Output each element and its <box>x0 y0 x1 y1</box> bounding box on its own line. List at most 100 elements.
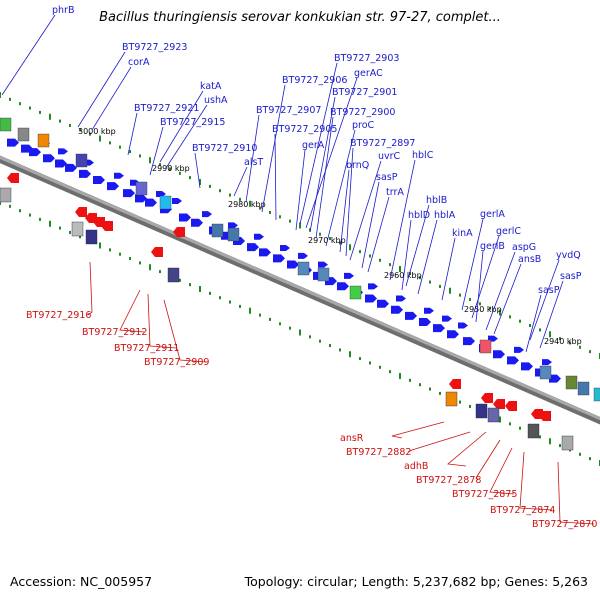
forward-label: gerA <box>302 140 325 151</box>
lower-tick <box>559 444 561 448</box>
forward-arrow <box>365 294 377 303</box>
upper-tick <box>29 106 31 110</box>
forward-label: BT9727_2903 <box>334 53 399 64</box>
feature-block <box>227 227 240 242</box>
upper-tick <box>299 222 301 229</box>
forward-arrow <box>337 282 349 291</box>
upper-tick <box>199 179 201 185</box>
reverse-label: BT9727_2874 <box>490 505 555 516</box>
forward-label: hblB <box>426 195 447 206</box>
upper-tick <box>159 163 161 167</box>
lower-tick <box>289 326 291 330</box>
summary-text: Topology: circular; Length: 5,237,682 bp… <box>244 574 588 589</box>
upper-tick <box>499 309 501 316</box>
feature-block <box>561 435 574 451</box>
feature-block <box>211 223 224 238</box>
upper-tick <box>279 215 281 219</box>
accession-text: Accession: NC_005957 <box>10 574 153 589</box>
forward-leader <box>471 235 500 319</box>
feature-block <box>37 133 50 148</box>
lower-tick <box>159 270 161 274</box>
forward-leader <box>405 204 430 287</box>
feature-block <box>527 423 540 439</box>
feature-block <box>593 387 600 402</box>
forward-label: sasP <box>376 172 398 183</box>
lower-tick <box>279 322 281 326</box>
upper-tick <box>339 241 341 245</box>
reverse-arrow <box>481 393 493 403</box>
forward-arrow <box>442 315 452 322</box>
forward-arrow <box>433 324 445 333</box>
lower-tick <box>39 217 41 221</box>
forward-label: BT9727_2901 <box>332 87 397 98</box>
forward-arrow <box>447 330 459 339</box>
forward-arrow <box>172 198 182 204</box>
upper-tick <box>149 157 151 164</box>
lower-tick <box>99 242 101 249</box>
forward-label: gerAC <box>354 68 383 79</box>
lower-tick <box>499 416 501 423</box>
forward-leader <box>299 62 338 225</box>
upper-tick <box>0 92 1 98</box>
lower-tick <box>139 261 141 265</box>
lower-tick <box>459 400 461 404</box>
reverse-arrow <box>173 227 185 237</box>
feature-block <box>159 195 172 210</box>
forward-arrow <box>107 182 119 191</box>
lower-tick <box>269 317 271 321</box>
feature-block <box>297 261 310 276</box>
lower-tick <box>539 435 541 439</box>
reverse-arrow <box>7 173 19 183</box>
lower-tick <box>419 383 421 387</box>
forward-arrow <box>7 138 19 147</box>
lower-tick <box>309 335 311 339</box>
forward-arrow <box>135 194 147 203</box>
lower-tick <box>9 204 11 208</box>
feature-block <box>565 375 578 390</box>
feature-block <box>135 181 148 196</box>
forward-label: sasP <box>560 271 582 282</box>
upper-tick <box>399 266 401 272</box>
forward-arrow <box>507 356 519 365</box>
forward-arrow <box>79 169 91 178</box>
lower-tick <box>369 361 371 365</box>
lower-tick <box>149 264 151 271</box>
forward-arrow <box>29 148 41 157</box>
lower-tick <box>409 378 411 382</box>
forward-label: yvdQ <box>556 250 581 261</box>
upper-tick <box>459 293 461 297</box>
upper-tick <box>249 200 251 207</box>
feature-block <box>317 267 330 282</box>
upper-tick <box>429 280 431 284</box>
forward-label: BT9727_2907 <box>256 105 321 116</box>
reverse-label: BT9727_2882 <box>346 447 411 458</box>
forward-leader <box>233 166 248 197</box>
lower-tick <box>399 373 401 379</box>
lower-tick <box>69 230 71 234</box>
forward-label: BT9727_2897 <box>350 138 415 149</box>
forward-leader <box>309 96 336 233</box>
forward-arrow <box>228 222 238 229</box>
backbone-highlight <box>0 155 600 421</box>
forward-label: proC <box>352 120 375 131</box>
upper-tick <box>99 135 101 142</box>
upper-tick <box>479 302 481 306</box>
lower-tick <box>429 387 431 391</box>
lower-tick <box>259 313 261 317</box>
feature-block <box>349 285 362 300</box>
forward-label: phrB <box>52 5 74 16</box>
forward-label: hblA <box>434 210 456 221</box>
lower-tick <box>589 457 591 461</box>
forward-label: brnQ <box>346 160 369 171</box>
lower-tick <box>359 357 361 361</box>
upper-tick <box>189 176 191 180</box>
lower-tick <box>519 426 521 430</box>
forward-arrow <box>287 260 299 269</box>
forward-label: sasP <box>538 285 560 296</box>
lower-tick <box>249 307 251 314</box>
feature-block <box>0 117 12 132</box>
lower-tick <box>389 370 391 374</box>
upper-tick <box>239 197 241 201</box>
lower-tick <box>239 304 241 308</box>
